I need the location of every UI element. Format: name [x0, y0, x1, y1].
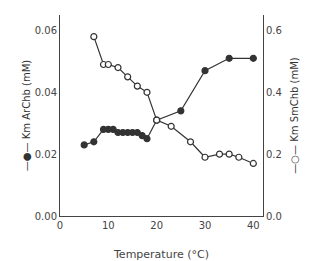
svg-text:0.2: 0.2 — [266, 149, 282, 160]
svg-text:0.00: 0.00 — [35, 211, 57, 222]
svg-text:Temperature (°C): Temperature (°C) — [113, 248, 209, 261]
svg-text:40: 40 — [247, 220, 260, 231]
svg-text:0: 0 — [57, 220, 63, 231]
svg-text:0.6: 0.6 — [266, 25, 282, 36]
svg-text:10: 10 — [102, 220, 115, 231]
svg-text:—○— Km SmChb (mM): —○— Km SmChb (mM) — [289, 57, 300, 174]
svg-text:0.4: 0.4 — [266, 87, 282, 98]
svg-text:20: 20 — [150, 220, 163, 231]
svg-text:—●— Km ArChb (mM): —●— Km ArChb (mM) — [21, 60, 32, 171]
svg-text:30: 30 — [199, 220, 212, 231]
svg-text:0.0: 0.0 — [266, 211, 282, 222]
svg-text:0.04: 0.04 — [35, 87, 57, 98]
svg-text:0.02: 0.02 — [35, 149, 57, 160]
svg-text:0.06: 0.06 — [35, 25, 57, 36]
